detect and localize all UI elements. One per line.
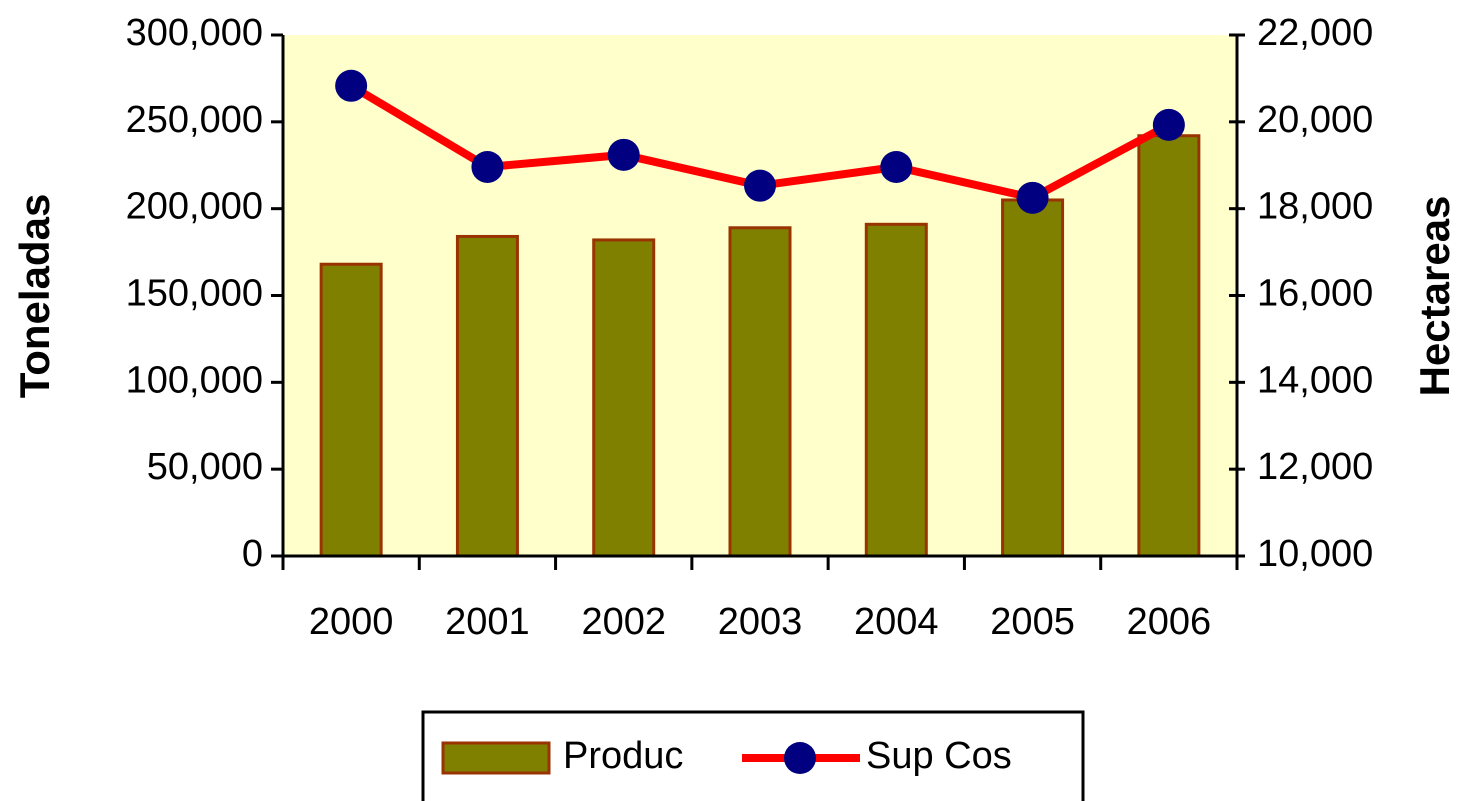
y-tick-label: 200,000 (126, 186, 263, 228)
x-tick-label: 2006 (1127, 601, 1212, 643)
y2-tick-label: 14,000 (1257, 359, 1373, 401)
x-tick-label: 2001 (445, 601, 530, 643)
bar (864, 222, 928, 558)
legend-marker (784, 742, 816, 774)
y2-tick-label: 16,000 (1257, 273, 1373, 315)
x-tick-label: 2002 (581, 601, 666, 643)
x-tick-label: 2005 (990, 601, 1075, 643)
legend-label: Produc (563, 735, 683, 777)
y-tick-label: 100,000 (126, 359, 263, 401)
bar (592, 238, 656, 558)
bar (319, 262, 383, 558)
bar (1001, 198, 1065, 558)
x-tick-label: 2003 (718, 601, 803, 643)
y-tick-label: 150,000 (126, 273, 263, 315)
marker (744, 169, 776, 202)
bar (455, 234, 519, 558)
marker (335, 69, 368, 102)
y-tick-label: 50,000 (147, 446, 263, 488)
y2-tick-label: 20,000 (1257, 99, 1373, 141)
legend-swatch (441, 741, 551, 775)
y-tick-label: 0 (242, 533, 263, 575)
y-axis-title: Toneladas (11, 194, 58, 399)
marker (1152, 108, 1185, 141)
marker (607, 138, 640, 171)
marker (471, 150, 504, 183)
y2-tick-label: 10,000 (1257, 533, 1373, 575)
y2-axis-title: Hectareas (1411, 196, 1458, 397)
legend-label: Sup Cos (866, 735, 1012, 777)
bar (728, 226, 792, 558)
y-tick-label: 300,000 (126, 12, 263, 54)
y2-tick-label: 18,000 (1257, 186, 1373, 228)
x-tick-label: 2004 (854, 601, 939, 643)
y2-tick-label: 22,000 (1257, 12, 1373, 54)
y2-tick-label: 12,000 (1257, 446, 1373, 488)
marker (880, 150, 913, 183)
marker (1016, 181, 1049, 214)
bar (1137, 134, 1201, 558)
y-tick-label: 250,000 (126, 99, 263, 141)
x-tick-label: 2000 (309, 601, 394, 643)
